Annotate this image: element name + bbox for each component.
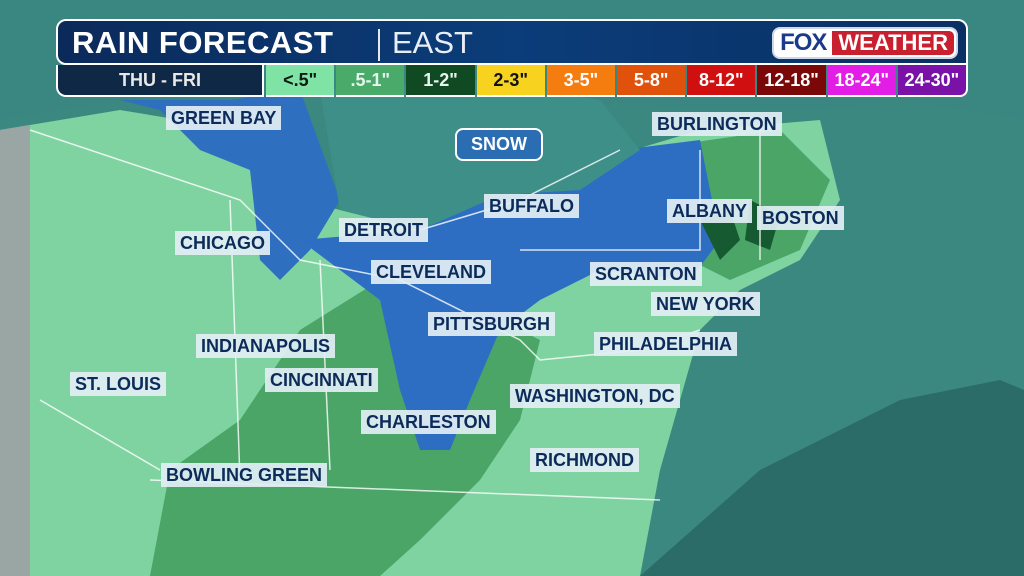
legend-swatch: <.5" — [266, 65, 335, 97]
legend-swatch: 24-30" — [897, 65, 969, 97]
city-label: GREEN BAY — [166, 106, 282, 130]
logo-weather: WEATHER — [832, 31, 954, 55]
legend-swatch: .5-1" — [336, 65, 405, 97]
city-label: CINCINNATI — [265, 368, 378, 392]
city-label: CLEVELAND — [371, 260, 492, 284]
city-label: PHILADELPHIA — [594, 332, 738, 356]
title-bar: RAIN FORECAST EAST FOX WEATHER — [56, 19, 968, 65]
rain-legend: THU - FRI <.5" .5-1" 1-2" 2-3" 3-5" 5-8" 8-12"… — [56, 65, 969, 97]
city-label: PITTSBURGH — [428, 312, 555, 336]
header-panel: RAIN FORECAST EAST FOX WEATHER THU - FRI… — [56, 19, 969, 97]
legend-swatch: 18-24" — [827, 65, 896, 97]
blue-rain-band — [300, 140, 720, 450]
fox-weather-logo: FOX WEATHER — [772, 27, 958, 59]
city-label: ST. LOUIS — [70, 372, 167, 396]
legend-swatch: 8-12" — [687, 65, 756, 97]
city-label: RICHMOND — [530, 448, 639, 472]
logo-fox: FOX — [780, 29, 827, 56]
city-label: CHICAGO — [175, 231, 270, 255]
forecast-period: THU - FRI — [56, 65, 264, 97]
city-label: WASHINGTON, DC — [510, 384, 680, 408]
city-label: INDIANAPOLIS — [196, 334, 336, 358]
city-label: BUFFALO — [484, 194, 579, 218]
city-label: DETROIT — [339, 218, 428, 242]
land-west-gray — [0, 125, 30, 576]
legend-swatch: 1-2" — [406, 65, 475, 97]
legend-swatch: 3-5" — [546, 65, 616, 97]
lake-michigan-rain — [120, 90, 340, 280]
city-label: SCRANTON — [590, 262, 702, 286]
title-divider — [378, 29, 380, 61]
snow-label: SNOW — [455, 128, 543, 161]
city-label: BURLINGTON — [652, 112, 782, 136]
city-label: CHARLESTON — [361, 410, 496, 434]
page-title: RAIN FORECAST — [72, 25, 334, 60]
city-label: NEW YORK — [651, 292, 760, 316]
legend-swatch: 12-18" — [757, 65, 826, 97]
region-label: EAST — [392, 25, 473, 60]
city-label: ALBANY — [667, 199, 752, 223]
legend-swatch: 2-3" — [476, 65, 545, 97]
city-label: BOWLING GREEN — [161, 463, 327, 487]
ocean-dark-band — [640, 380, 1024, 576]
city-label: BOSTON — [757, 206, 844, 230]
legend-swatch: 5-8" — [617, 65, 686, 97]
